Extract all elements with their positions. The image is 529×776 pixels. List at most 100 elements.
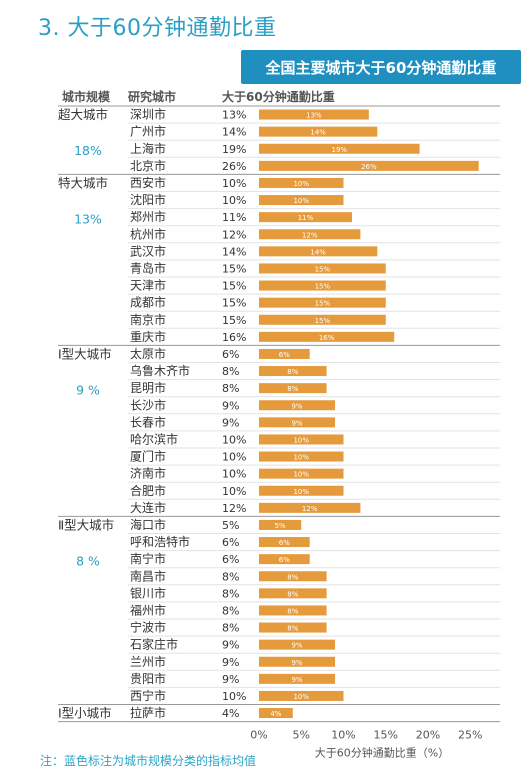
city-label: 合肥市 xyxy=(130,483,166,498)
value-label: 15% xyxy=(222,314,246,327)
bar-data-label: 10% xyxy=(293,693,309,701)
city-label: 天津市 xyxy=(130,278,166,293)
bar-data-label: 19% xyxy=(331,146,347,154)
city-label: 南昌市 xyxy=(130,568,166,583)
value-label: 10% xyxy=(222,690,246,703)
bar xyxy=(259,366,327,377)
city-label: 海口市 xyxy=(130,517,166,532)
bar-data-label: 4% xyxy=(270,710,281,718)
bar xyxy=(259,143,420,154)
bar-data-label: 9% xyxy=(291,419,302,427)
value-label: 5% xyxy=(222,519,239,532)
bar-data-label: 12% xyxy=(302,231,318,239)
city-label: 南京市 xyxy=(130,312,166,327)
chart-title: 全国主要城市大于60分钟通勤比重 xyxy=(241,50,521,84)
bar xyxy=(259,383,327,394)
bar-data-label: 10% xyxy=(293,180,309,188)
value-label: 6% xyxy=(222,553,239,566)
city-label: 福州市 xyxy=(130,602,166,617)
bar xyxy=(259,554,310,565)
bar xyxy=(259,229,361,240)
value-label: 10% xyxy=(222,468,246,481)
bar xyxy=(259,434,344,445)
column-header-value: 大于60分钟通勤比重 xyxy=(222,90,335,104)
city-label: 深圳市 xyxy=(130,107,166,122)
city-label: 沈阳市 xyxy=(130,192,166,207)
bar-data-label: 15% xyxy=(315,317,331,325)
city-label: 北京市 xyxy=(130,158,166,173)
city-label: 武汉市 xyxy=(130,243,166,258)
tier-mean-label: 8 % xyxy=(76,553,100,568)
city-label: 银川市 xyxy=(130,585,166,600)
value-label: 11% xyxy=(222,211,246,224)
value-label: 10% xyxy=(222,451,246,464)
value-label: 9% xyxy=(222,639,239,652)
bar-data-label: 14% xyxy=(310,248,326,256)
city-label: 西安市 xyxy=(130,175,166,190)
bar xyxy=(259,468,344,479)
bar xyxy=(259,639,336,650)
value-label: 6% xyxy=(222,536,239,549)
city-label: 昆明市 xyxy=(130,380,166,395)
bar-data-label: 9% xyxy=(291,676,302,684)
bar-data-label: 8% xyxy=(287,573,298,581)
bar xyxy=(259,280,386,291)
bar-data-label: 8% xyxy=(287,385,298,393)
x-tick-label: 5% xyxy=(293,729,310,742)
city-label: 宁波市 xyxy=(130,620,166,635)
bar-data-label: 8% xyxy=(287,607,298,615)
x-tick-label: 25% xyxy=(458,729,482,742)
bar-data-label: 13% xyxy=(306,112,322,120)
column-header-tier: 城市规模 xyxy=(62,90,111,104)
value-label: 6% xyxy=(222,348,239,361)
city-label: 太原市 xyxy=(130,346,166,361)
value-label: 19% xyxy=(222,143,246,156)
value-label: 12% xyxy=(222,502,246,515)
value-label: 10% xyxy=(222,433,246,446)
value-label: 9% xyxy=(222,656,239,669)
bar-data-label: 10% xyxy=(293,488,309,496)
value-label: 8% xyxy=(222,382,239,395)
bar xyxy=(259,160,479,171)
value-label: 10% xyxy=(222,194,246,207)
value-label: 16% xyxy=(222,331,246,344)
value-label: 9% xyxy=(222,673,239,686)
bar xyxy=(259,177,344,188)
tier-label: Ⅱ型大城市 xyxy=(58,517,114,532)
city-label: 济南市 xyxy=(130,466,166,481)
bar-data-label: 11% xyxy=(298,214,314,222)
bar-data-label: 10% xyxy=(293,471,309,479)
city-label: 长春市 xyxy=(130,414,166,429)
bar xyxy=(259,195,344,206)
value-label: 26% xyxy=(222,160,246,173)
tier-label: Ⅰ型小城市 xyxy=(58,706,112,721)
value-label: 14% xyxy=(222,245,246,258)
bar-data-label: 9% xyxy=(291,659,302,667)
bar xyxy=(259,673,336,684)
bar xyxy=(259,519,302,530)
city-label: 重庆市 xyxy=(130,329,166,344)
city-label: 呼和浩特市 xyxy=(130,534,190,549)
bar-data-label: 15% xyxy=(315,300,331,308)
bar xyxy=(259,451,344,462)
bar xyxy=(259,571,327,582)
bar-data-label: 5% xyxy=(275,522,286,530)
tier-mean-label: 13% xyxy=(74,211,102,226)
x-tick-label: 15% xyxy=(374,729,398,742)
bar-data-label: 15% xyxy=(315,283,331,291)
city-label: 郑州市 xyxy=(130,209,166,224)
city-label: 成都市 xyxy=(130,295,166,310)
x-axis-label: 大于60分钟通勤比重（%） xyxy=(315,746,449,760)
value-label: 8% xyxy=(222,365,239,378)
city-label: 贵阳市 xyxy=(130,671,166,686)
bar-data-label: 6% xyxy=(279,351,290,359)
bar xyxy=(259,348,310,359)
city-label: 哈尔滨市 xyxy=(130,431,178,446)
value-label: 8% xyxy=(222,587,239,600)
bar xyxy=(259,297,386,308)
x-tick-label: 0% xyxy=(250,729,267,742)
bar-data-label: 8% xyxy=(287,368,298,376)
bar xyxy=(259,485,344,496)
city-label: 广州市 xyxy=(130,124,166,139)
